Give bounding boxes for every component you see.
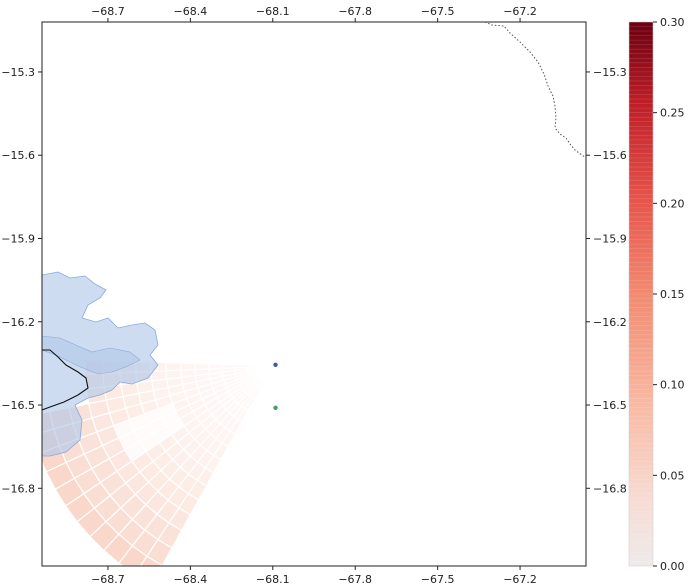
y-left-tick-label: −16.8 (1, 482, 35, 495)
radar-cell (118, 544, 148, 566)
y-left-tick-label: −16.2 (1, 316, 35, 329)
x-top-tick-label: −68.1 (256, 5, 290, 18)
colorbar-ticks: 0.00 0.05 0.10 0.15 0.20 0.25 0.30 (653, 16, 685, 573)
station-blue-marker (273, 362, 278, 367)
y-right-tick-label: −15.9 (593, 232, 627, 245)
map-background (42, 22, 586, 566)
radar-cell (139, 555, 164, 566)
y-right-tick-label: −16.5 (593, 399, 627, 412)
x-bottom-tick-label: −68.4 (174, 573, 208, 586)
colorbar: 0.00 0.05 0.10 0.15 0.20 0.25 0.30 (628, 16, 685, 573)
y-left-tick-label: −15.3 (1, 66, 35, 79)
y-right-tick-label: −15.3 (593, 66, 627, 79)
country-border-line (484, 22, 586, 159)
y-left-tick-label: −15.6 (1, 149, 35, 162)
colorbar-gradient (629, 22, 653, 566)
colorbar-tick-label: 0.15 (660, 288, 685, 301)
x-top-tick-label: −67.8 (338, 5, 372, 18)
colorbar-tick-label: 0.20 (660, 197, 685, 210)
y-axis-left-ticks: −15.3 −15.6 −15.9 −16.2 −16.5 −16.8 (1, 66, 42, 495)
y-left-tick-label: −16.5 (1, 399, 35, 412)
x-bottom-tick-label: −68.7 (91, 573, 125, 586)
map-frame (41, 21, 587, 567)
colorbar-tick-label: 0.00 (660, 560, 685, 573)
station-green-marker (273, 405, 278, 410)
colorbar-tick-label: 0.30 (660, 16, 685, 29)
y-axis-right-ticks: −15.3 −15.6 −15.9 −16.2 −16.5 −16.8 (586, 66, 627, 495)
x-axis-top-ticks: −68.7 −68.4 −68.1 −67.8 −67.5 −67.2 (91, 5, 537, 22)
lake-west-shape (42, 335, 141, 375)
x-top-tick-label: −67.2 (503, 5, 537, 18)
y-right-tick-label: −16.8 (593, 482, 627, 495)
region-boundary-line (42, 349, 89, 411)
x-bottom-tick-label: −68.1 (256, 573, 290, 586)
radar-sector-grid (42, 358, 274, 566)
station-points (273, 362, 278, 410)
x-axis-bottom-ticks: −68.7 −68.4 −68.1 −67.8 −67.5 −67.2 (91, 566, 537, 586)
x-top-tick-label: −68.7 (91, 5, 125, 18)
x-bottom-tick-label: −67.2 (503, 573, 537, 586)
y-right-tick-label: −15.6 (593, 149, 627, 162)
x-top-tick-label: −68.4 (174, 5, 208, 18)
colorbar-tick-label: 0.25 (660, 107, 685, 120)
colorbar-tick-label: 0.05 (660, 469, 685, 482)
y-left-tick-label: −15.9 (1, 232, 35, 245)
colorbar-tick-label: 0.10 (660, 379, 685, 392)
radar-cell (165, 361, 182, 372)
map-axes: −68.7 −68.4 −68.1 −67.8 −67.5 −67.2 −68.7 −68.… (1, 5, 626, 586)
y-right-tick-label: −16.2 (593, 316, 627, 329)
x-bottom-tick-label: −67.5 (421, 573, 455, 586)
colorbar-bands (629, 26, 653, 562)
x-top-tick-label: −67.5 (421, 5, 455, 18)
x-bottom-tick-label: −67.8 (338, 573, 372, 586)
